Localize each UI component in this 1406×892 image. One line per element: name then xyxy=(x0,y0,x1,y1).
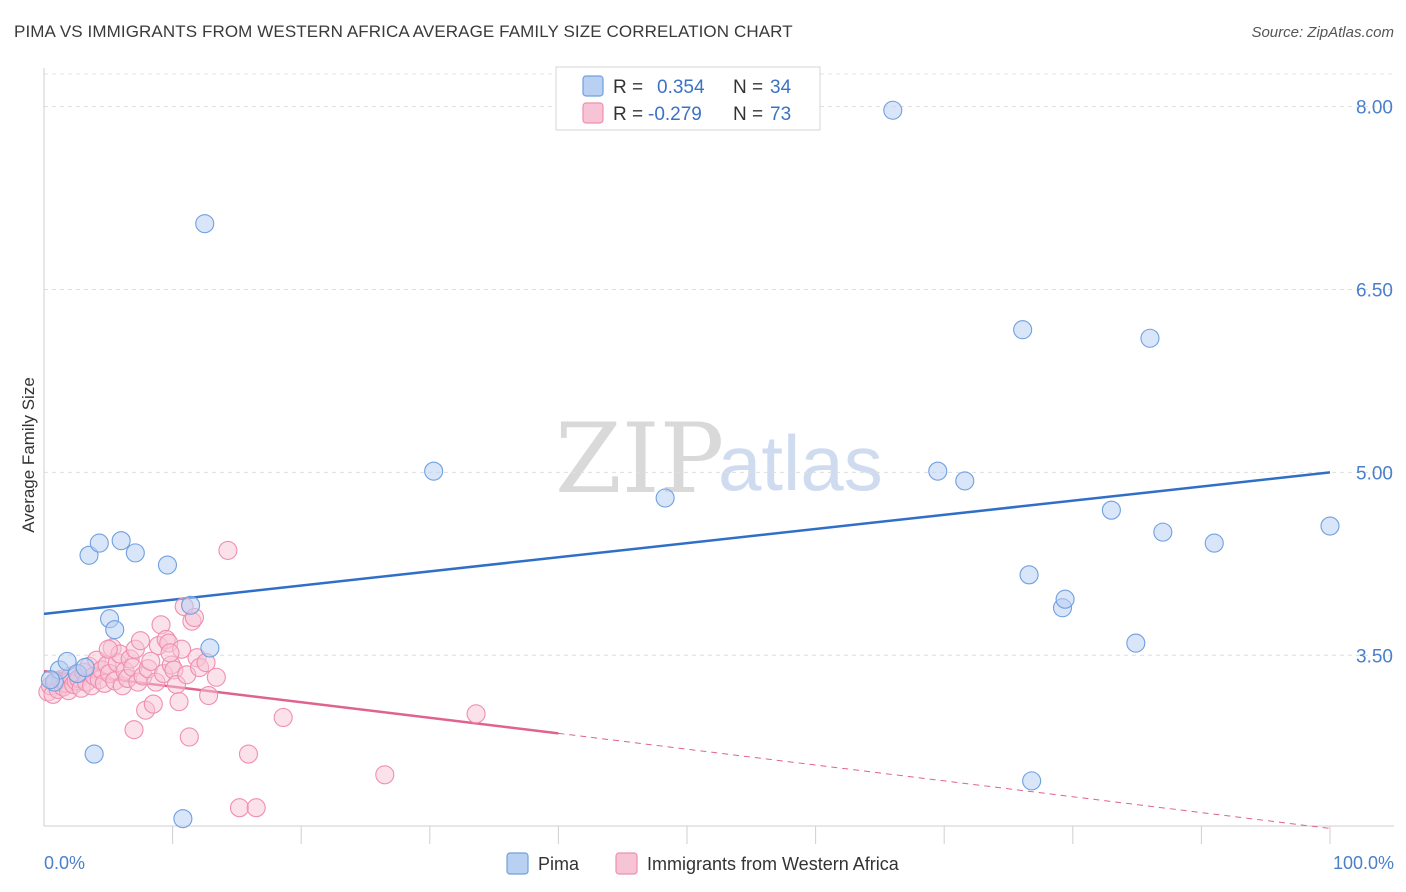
pima-point xyxy=(75,657,95,678)
x-tick-label-start: 0.0% xyxy=(44,853,85,873)
wafrica-point xyxy=(179,727,199,747)
wafrica-point xyxy=(141,651,161,671)
series-legend: Pima Immigrants from Western Africa xyxy=(506,852,900,875)
pima-point xyxy=(655,488,675,508)
wafrica-point xyxy=(246,798,266,818)
pima-point xyxy=(84,744,104,764)
pima-point xyxy=(1019,565,1039,585)
grid-lines xyxy=(44,73,1394,656)
wafrica-point xyxy=(273,707,293,728)
pima-point xyxy=(1153,522,1173,542)
series-legend-swatch-pima xyxy=(506,852,529,875)
pima-point xyxy=(79,545,99,565)
legend-r-label-wafrica: R = xyxy=(613,104,643,125)
pima-point xyxy=(1013,320,1033,340)
pima-point xyxy=(157,555,178,575)
wafrica-point xyxy=(218,540,238,560)
y-tick-label: 3.50 xyxy=(1356,646,1393,667)
pima-point xyxy=(928,461,948,481)
legend-r-value-pima: 0.354 xyxy=(657,77,705,98)
wafrica-point xyxy=(375,765,395,785)
y-axis-label: Average Family Size xyxy=(19,377,38,533)
pima-point xyxy=(181,595,201,615)
legend-swatch-pima xyxy=(582,75,604,97)
y-tick-label: 6.50 xyxy=(1356,280,1393,301)
legend-n-value-wafrica: 73 xyxy=(770,104,791,125)
legend-r-value-wafrica: -0.279 xyxy=(648,104,702,125)
pima-point xyxy=(125,543,145,563)
watermark-atlas: atlas xyxy=(718,419,883,507)
wafrica-point xyxy=(169,692,189,712)
pima-point xyxy=(105,620,125,640)
y-tick-label: 8.00 xyxy=(1356,98,1393,119)
pima-point xyxy=(883,100,903,120)
pima-point xyxy=(111,531,131,551)
wafrica-point xyxy=(466,704,486,724)
y-tick-label: 5.00 xyxy=(1356,463,1393,484)
pima-point xyxy=(40,670,60,690)
chart-title: PIMA VS IMMIGRANTS FROM WESTERN AFRICA A… xyxy=(14,22,793,41)
pima-trend-line xyxy=(43,471,1331,616)
wafrica-point xyxy=(130,631,150,651)
legend-swatch-wafrica xyxy=(582,102,604,124)
wafrica-point xyxy=(229,798,250,818)
wafrica-point xyxy=(143,694,163,714)
pima-point xyxy=(195,214,215,234)
x-tick-label-end: 100.0% xyxy=(1333,853,1394,873)
pima-point xyxy=(1101,500,1121,520)
series-legend-label-wafrica: Immigrants from Western Africa xyxy=(647,854,900,874)
pima-point xyxy=(424,461,444,481)
legend-n-label-pima: N = xyxy=(733,77,763,98)
pima-point xyxy=(955,471,975,491)
wafrica-point xyxy=(160,643,180,663)
series-legend-label-pima: Pima xyxy=(538,854,580,874)
source-label: Source: ZipAtlas.com xyxy=(1251,24,1394,41)
pima-point xyxy=(1320,516,1340,536)
pima-point xyxy=(57,651,77,671)
pima-point xyxy=(1022,771,1042,791)
legend-r-label-pima: R = xyxy=(613,77,643,98)
pima-point xyxy=(1204,533,1224,553)
wafrica-point xyxy=(206,667,226,687)
series-legend-swatch-wafrica xyxy=(615,852,638,875)
pima-point xyxy=(1126,633,1146,653)
pima-point xyxy=(1140,328,1160,348)
wafrica-point xyxy=(98,639,118,659)
pima-point xyxy=(200,638,220,658)
y-tick-labels: 3.50 5.00 6.50 8.00 xyxy=(1356,98,1393,668)
wafrica-points xyxy=(38,540,486,818)
wafrica-trend-line-extension xyxy=(558,732,1331,829)
legend-n-value-pima: 34 xyxy=(770,77,792,98)
stats-legend: R = 0.354 N = 34 R = -0.279 N = 73 xyxy=(555,66,821,131)
legend-n-label-wafrica: N = xyxy=(733,104,763,125)
watermark-zip: ZIP xyxy=(555,403,724,515)
pima-points xyxy=(40,100,1340,829)
axes xyxy=(43,68,1394,844)
wafrica-point xyxy=(199,685,219,706)
pima-point xyxy=(173,809,193,829)
wafrica-point xyxy=(124,720,144,740)
pima-point xyxy=(89,533,109,553)
pima-point xyxy=(1055,589,1075,609)
wafrica-point xyxy=(238,744,259,764)
